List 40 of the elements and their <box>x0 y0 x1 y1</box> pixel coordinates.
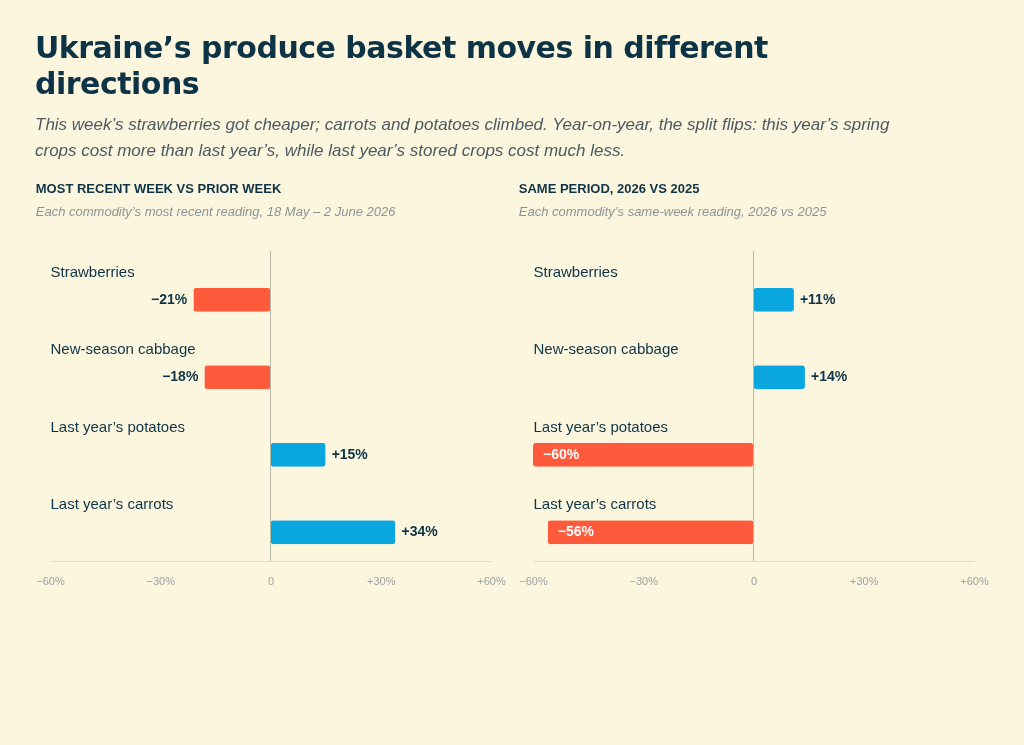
bar <box>533 442 754 467</box>
data-label: −21% <box>151 290 188 307</box>
x-tick-label: −60% <box>36 574 65 587</box>
data-label: +14% <box>810 368 848 385</box>
x-tick-label: −30% <box>629 574 659 587</box>
bar <box>270 520 396 545</box>
y-tick-label: New-season cabbage <box>50 340 196 358</box>
x-tick-label: +60% <box>960 574 989 587</box>
data-label: −18% <box>162 368 199 385</box>
y-tick-label: Strawberries <box>533 262 618 280</box>
data-label: +34% <box>401 523 439 540</box>
data-label: −60% <box>543 445 580 462</box>
data-label: −56% <box>557 523 595 540</box>
bar <box>753 365 805 390</box>
chart-subtitle: Each commodity’s same-week reading, 2026 vs 2025 <box>518 203 828 219</box>
data-label: +11% <box>799 290 836 307</box>
data-label: +15% <box>331 445 369 462</box>
x-tick-label: −30% <box>146 574 176 587</box>
text: Ukraine’s produce basket moves in different directions <box>35 30 769 102</box>
bar <box>753 287 794 312</box>
y-tick-label: Strawberries <box>50 262 135 280</box>
y-tick-label: Last year’s carrots <box>533 495 657 513</box>
x-tick-label: −60% <box>519 574 548 587</box>
chart-subtitle: Each commodity’s most recent reading, 18 May – 2 June 2026 <box>35 203 397 219</box>
x-tick-label: +60% <box>477 574 506 587</box>
bar <box>193 287 271 312</box>
bar <box>547 520 754 545</box>
bar <box>270 442 326 467</box>
bar <box>204 365 271 390</box>
y-tick-label: Last year’s potatoes <box>50 417 186 435</box>
chart-title: MOST RECENT WEEK VS PRIOR WEEK <box>35 180 282 196</box>
y-tick-label: Last year’s potatoes <box>533 417 669 435</box>
chart-title: SAME PERIOD, 2026 VS 2025 <box>518 180 700 196</box>
y-tick-label: Last year’s carrots <box>50 495 174 513</box>
y-tick-label: New-season cabbage <box>533 340 679 358</box>
x-tick-label: 0 <box>267 574 275 587</box>
x-tick-label: +30% <box>367 574 396 587</box>
x-tick-label: 0 <box>750 574 758 587</box>
x-tick-label: +30% <box>850 574 879 587</box>
text: This week’s strawberries got cheaper; carrots and potatoes climbed. Year-on-year, the split flips: this year’s spring crops cost more than last year’s, while last year’s stored crops cost much less. <box>35 114 891 162</box>
